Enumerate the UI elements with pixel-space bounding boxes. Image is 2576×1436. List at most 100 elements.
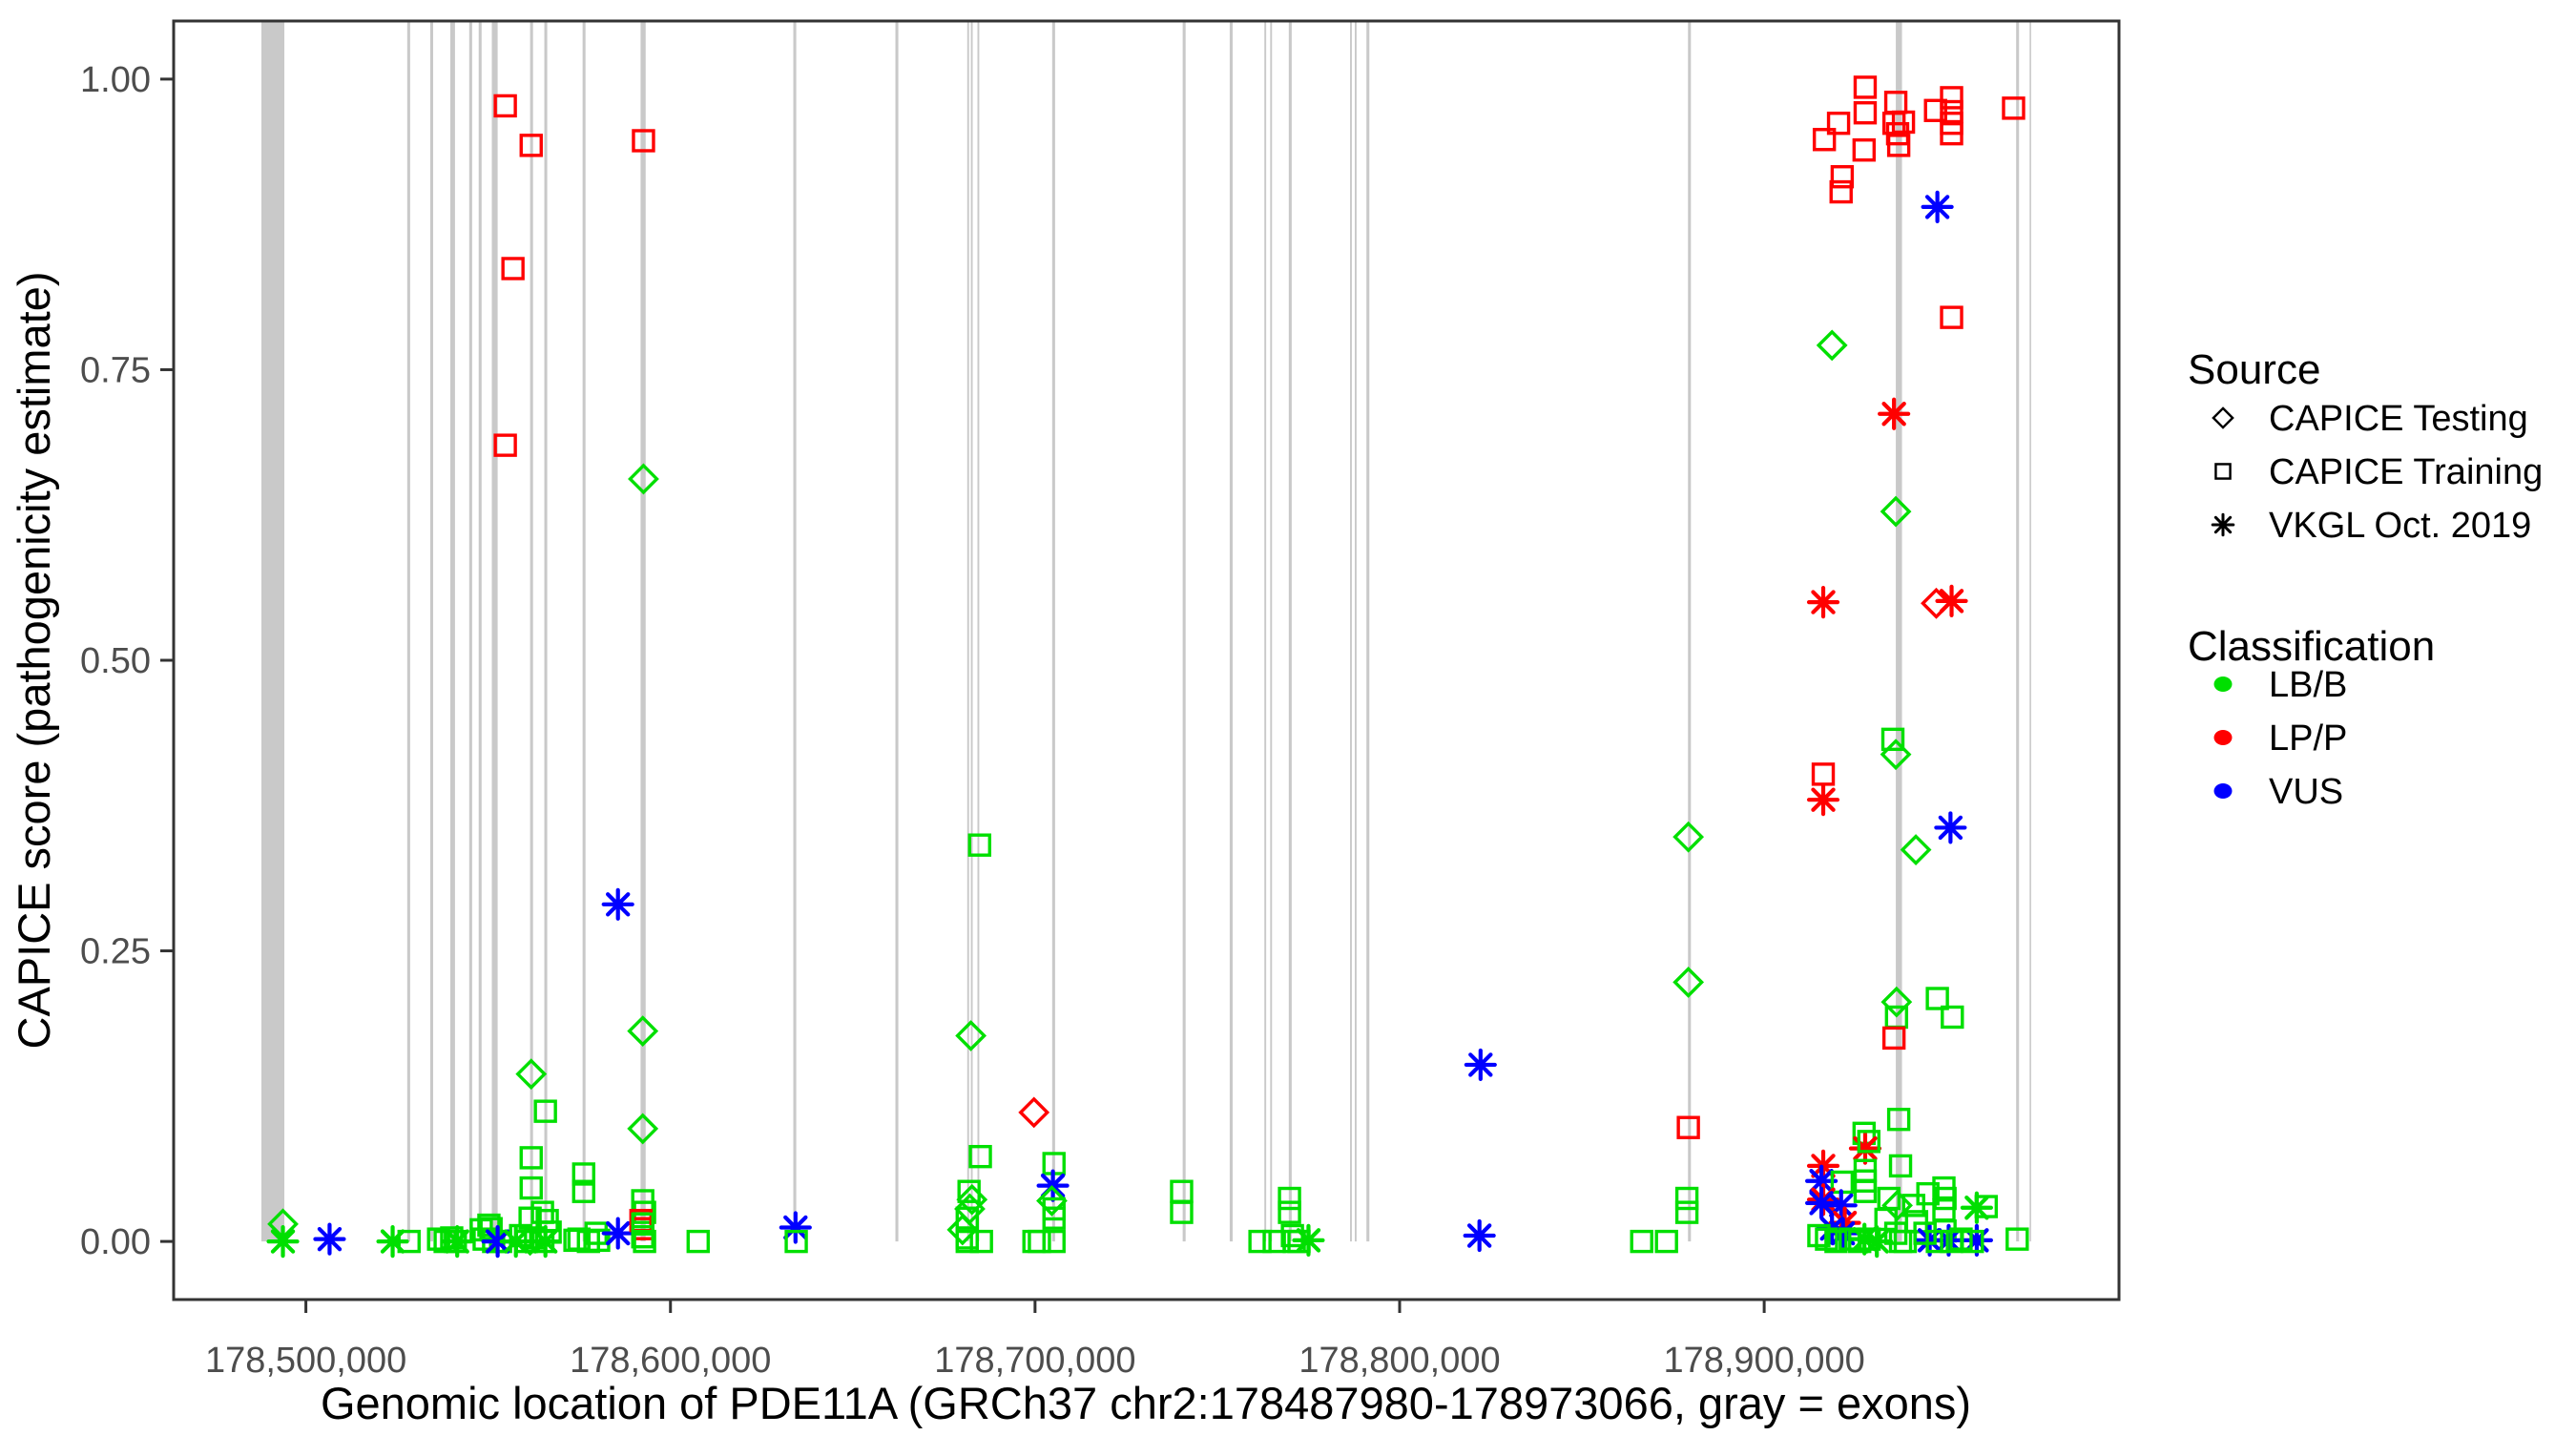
training-square-marker	[1630, 1229, 1653, 1254]
testing-diamond-marker	[628, 463, 659, 495]
training-square-marker	[631, 1212, 654, 1237]
data-point	[601, 1217, 634, 1250]
training-square-marker	[2002, 96, 2025, 120]
data-point	[518, 1206, 542, 1230]
exon-band	[449, 21, 455, 1242]
vkgl-asterisk-marker	[313, 1222, 346, 1256]
data-point	[1676, 1115, 1700, 1139]
data-point	[266, 1224, 300, 1259]
y-axis-ticks: 0.00 0.25 0.50 0.75 1.00	[80, 60, 174, 1262]
vkgl-asterisk-marker	[1806, 585, 1840, 619]
testing-diamond-marker	[515, 1058, 548, 1091]
data-point	[1674, 1200, 1699, 1224]
data-point	[426, 1227, 450, 1251]
legend-item-label: LB/B	[2269, 665, 2347, 705]
data-point	[1036, 1185, 1068, 1217]
testing-diamond-marker	[1816, 329, 1848, 362]
vkgl-asterisk-marker	[1805, 1164, 1839, 1197]
data-point	[1880, 495, 1912, 528]
legend-classification-items: LB/B LP/P VUS	[2213, 665, 2347, 812]
exon-band	[2029, 21, 2031, 1242]
vkgl-asterisk-marker	[481, 1224, 514, 1259]
data-point	[1826, 1217, 1859, 1250]
data-point	[1974, 1195, 1999, 1218]
data-point	[1824, 1229, 1848, 1254]
data-point	[397, 1229, 421, 1254]
data-point	[519, 1176, 543, 1200]
legend-item-label: VUS	[2269, 772, 2343, 812]
data-point	[1941, 1005, 1964, 1030]
legend-item-label: CAPICE Testing	[2269, 399, 2528, 439]
exon-band	[1354, 21, 1357, 1242]
data-point	[1829, 179, 1853, 204]
data-point	[1916, 1181, 1940, 1206]
exon-band	[582, 21, 586, 1242]
data-point	[1278, 1200, 1301, 1224]
exon-band	[895, 21, 899, 1242]
legend-item-label: LP/P	[2269, 718, 2347, 759]
training-square-marker	[493, 94, 517, 118]
testing-diamond-marker	[955, 1020, 987, 1051]
data-point	[2005, 1227, 2029, 1251]
training-square-marker	[632, 129, 655, 153]
training-square-marker	[1042, 1206, 1066, 1230]
legend-item-lp-p: LP/P	[2213, 718, 2347, 759]
x-axis-ticks: 178,500,000 178,600,000 178,700,000 178,800…	[205, 1300, 1865, 1381]
vkgl-asterisk-marker	[441, 1224, 474, 1259]
x-tick-label: 178,800,000	[1298, 1341, 1500, 1381]
training-square-marker	[535, 1208, 559, 1233]
x-tick-label: 178,700,000	[934, 1341, 1135, 1381]
training-square-marker	[631, 1225, 654, 1249]
data-point	[1674, 1186, 1699, 1211]
testing-diamond-marker	[1672, 967, 1705, 998]
training-square-marker	[1674, 1186, 1699, 1211]
x-tick-label: 178,600,000	[570, 1341, 771, 1381]
exon-band	[970, 21, 973, 1242]
data-point	[1886, 1107, 1911, 1132]
data-point	[533, 1099, 557, 1123]
training-square-marker	[493, 433, 517, 457]
vkgl-asterisk-marker	[601, 1217, 634, 1250]
data-point	[627, 1113, 659, 1145]
vkgl-asterisk-marker	[1913, 1223, 1946, 1257]
training-square-marker	[1654, 1229, 1678, 1254]
data-point	[1018, 1096, 1050, 1129]
data-point	[1463, 1218, 1496, 1253]
testing-diamond-marker	[1900, 834, 1932, 865]
exon-band	[478, 21, 482, 1242]
exon-band	[793, 21, 797, 1242]
testing-diamond-marker	[1036, 1185, 1068, 1217]
data-point	[1292, 1223, 1325, 1257]
x-tick-label: 178,500,000	[205, 1341, 406, 1381]
exon-band	[429, 21, 433, 1242]
data-point	[1248, 1229, 1272, 1254]
data-point	[1880, 739, 1912, 771]
data-point	[1880, 986, 1913, 1018]
y-tick-label: 1.00	[80, 60, 151, 100]
legend: Source CAPICE Testing CAPICE Training VKGL…	[2188, 346, 2543, 812]
data-point	[628, 463, 659, 495]
data-point	[313, 1222, 346, 1256]
legend-source-items: CAPICE Testing CAPICE Training VKGL Oct. 2…	[2211, 399, 2543, 546]
data-point	[1935, 584, 1968, 617]
vkgl-asterisk-marker	[1848, 1132, 1882, 1165]
y-tick-label: 0.50	[80, 641, 151, 681]
training-square-marker	[1278, 1200, 1301, 1224]
exon-band	[1182, 21, 1186, 1242]
training-square-marker	[1961, 1229, 1984, 1254]
data-point	[1913, 1223, 1946, 1257]
training-square-marker	[1940, 86, 1963, 110]
training-square-marker	[1925, 1229, 1949, 1254]
data-point	[515, 1058, 548, 1091]
training-square-marker	[1923, 98, 1947, 123]
testing-diamond-marker	[627, 1015, 659, 1048]
data-point	[969, 1229, 993, 1254]
training-square-marker	[533, 1099, 557, 1123]
legend-item-square: CAPICE Training	[2214, 452, 2543, 492]
data-point	[1860, 1224, 1894, 1259]
vkgl-asterisk-marker	[376, 1224, 409, 1259]
data-point	[1878, 397, 1911, 430]
legend-color-dot	[2213, 783, 2233, 799]
data-point	[481, 1224, 514, 1259]
exon-band	[406, 21, 410, 1242]
